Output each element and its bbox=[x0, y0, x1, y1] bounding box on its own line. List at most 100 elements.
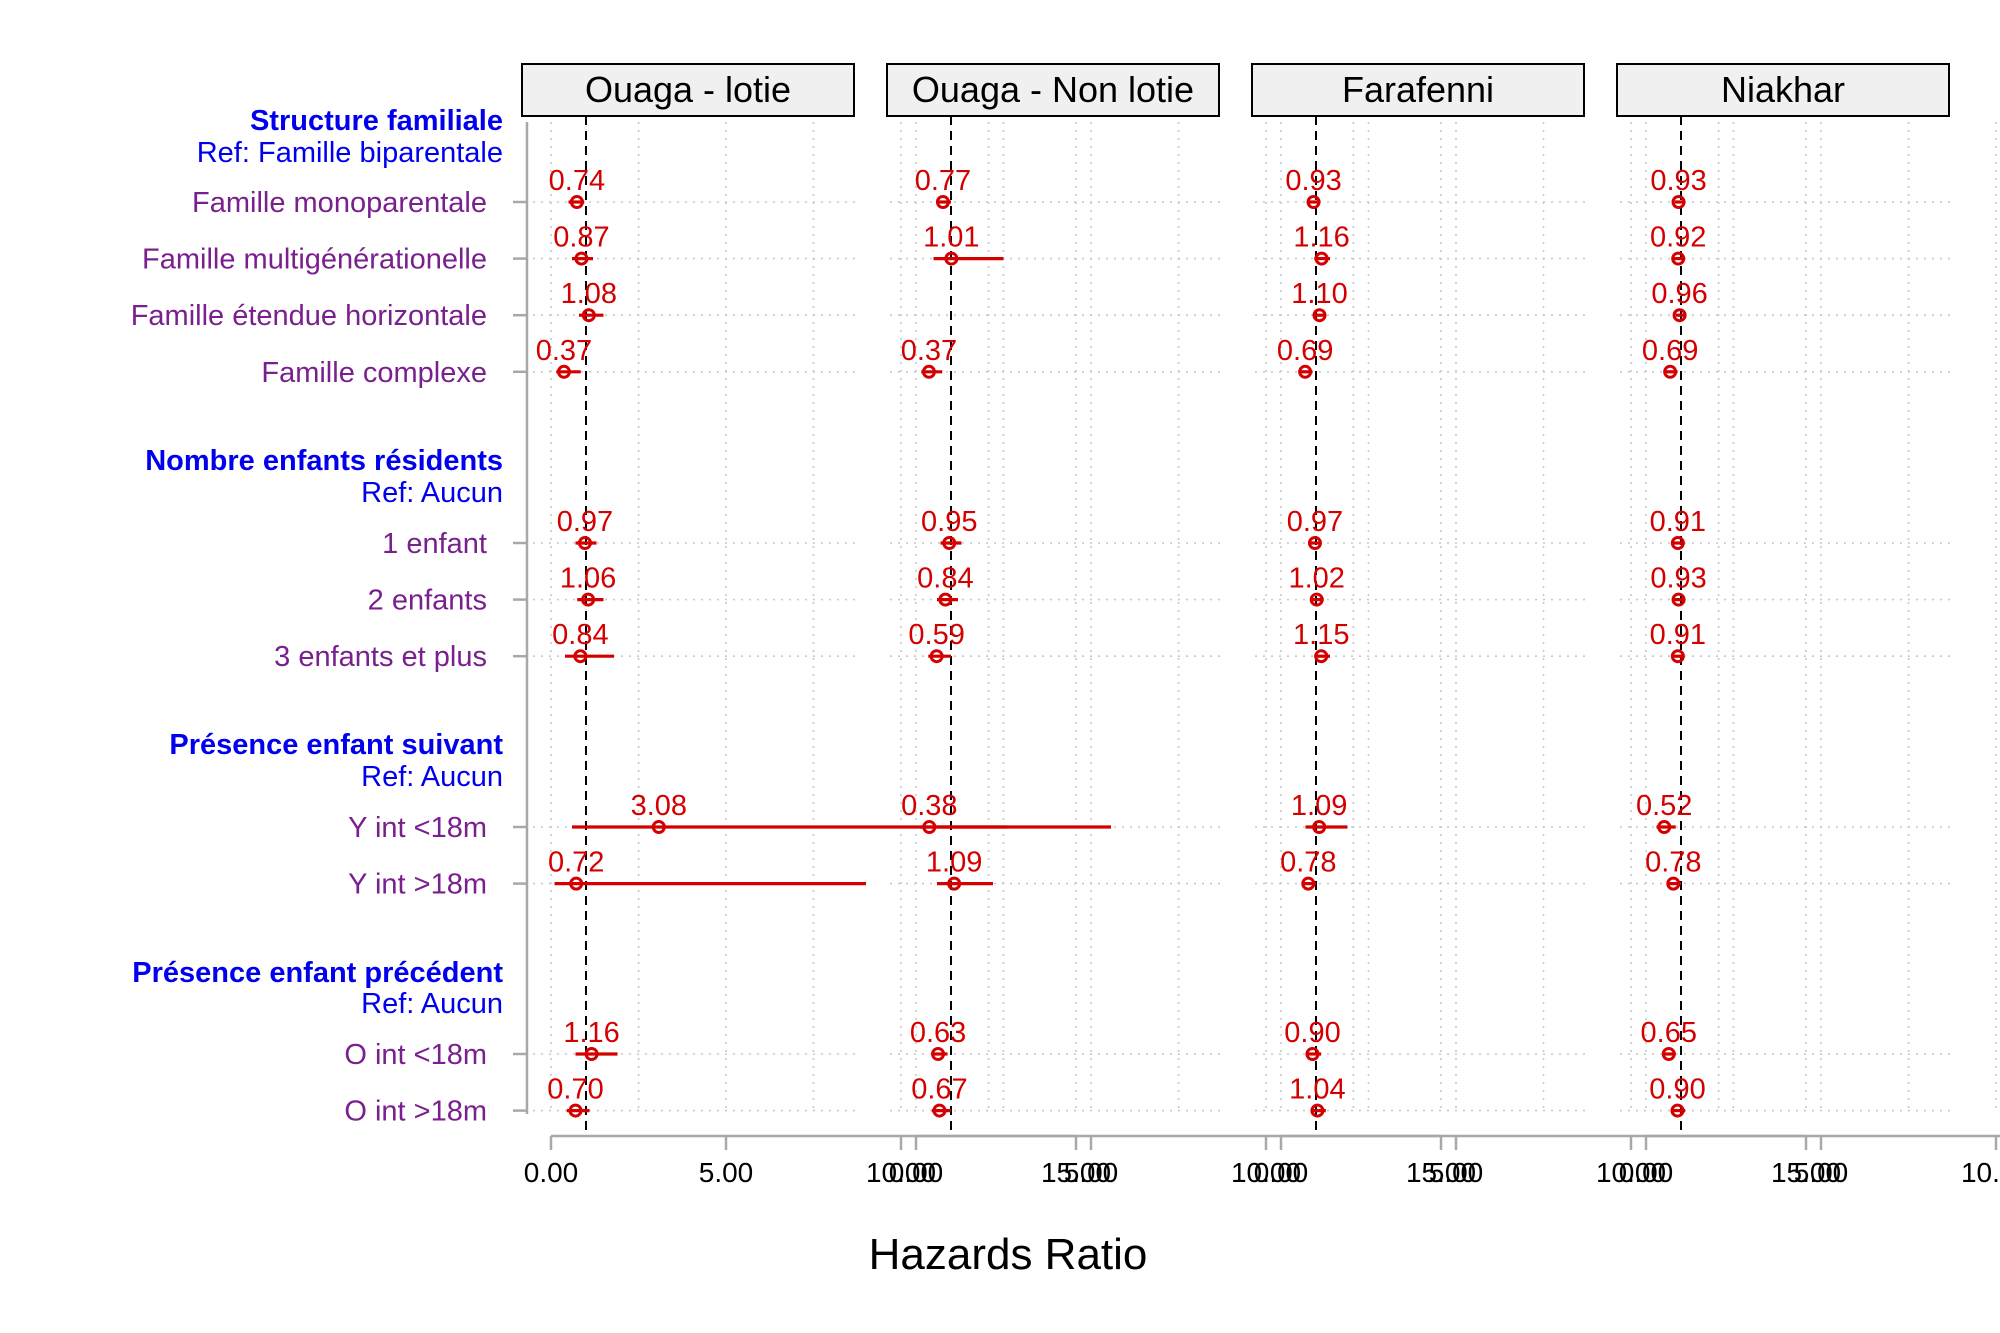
reference-lines bbox=[585, 116, 1682, 1135]
hazard-ratio-point bbox=[581, 308, 596, 323]
x-axis-title: Hazards Ratio bbox=[869, 1230, 1148, 1279]
hazard-ratio-point bbox=[1666, 876, 1681, 891]
hazard-ratio-label: 0.69 bbox=[1642, 335, 1698, 367]
x-tick-label: 0.00 bbox=[524, 1157, 579, 1188]
hazard-ratio-label: 1.01 bbox=[923, 222, 979, 254]
hazard-ratio-label: 0.63 bbox=[910, 1017, 966, 1049]
hazard-ratio-point bbox=[942, 536, 957, 550]
x-tick-label: 5.00 bbox=[1064, 1157, 1119, 1188]
row-label: 2 enfants bbox=[368, 585, 487, 617]
hazard-ratio-label: 0.52 bbox=[1636, 790, 1692, 822]
hazard-ratio-label: 0.65 bbox=[1641, 1017, 1697, 1049]
hazard-ratio-point bbox=[573, 649, 588, 664]
hazard-ratio-label: 0.77 bbox=[915, 165, 971, 197]
hazard-ratio-point bbox=[574, 251, 589, 266]
hazard-ratio-point bbox=[1670, 536, 1685, 550]
hazard-ratio-label: 0.96 bbox=[1651, 278, 1707, 310]
group-title: Nombre enfants résidents bbox=[145, 445, 503, 477]
panel-title-2: Ouaga - Non lotie bbox=[912, 69, 1194, 110]
hazard-ratio-point bbox=[1306, 195, 1321, 209]
hazard-ratio-label: 0.67 bbox=[911, 1074, 967, 1106]
hazard-ratio-point bbox=[1671, 195, 1686, 209]
hazard-ratio-label: 0.37 bbox=[901, 335, 957, 367]
hazard-ratio-point bbox=[929, 649, 944, 664]
x-tick-label: 0.00 bbox=[1619, 1157, 1674, 1188]
x-tick-label: 10.00 bbox=[1596, 1157, 1666, 1188]
hazard-ratio-point bbox=[935, 195, 950, 209]
hazard-ratio-label: 1.02 bbox=[1288, 563, 1344, 595]
panel-title-3: Farafenni bbox=[1342, 69, 1494, 110]
group-title: Présence enfant suivant bbox=[169, 729, 503, 761]
hazard-ratio-label: 0.95 bbox=[921, 506, 977, 538]
group-title: Présence enfant précédent bbox=[132, 957, 503, 989]
row-label: O int >18m bbox=[344, 1096, 487, 1128]
hazard-ratio-label: 0.59 bbox=[908, 619, 964, 651]
row-label: 3 enfants et plus bbox=[274, 641, 487, 673]
hazard-ratio-point bbox=[1657, 820, 1672, 834]
hazard-ratio-label: 1.16 bbox=[1293, 222, 1349, 254]
hazard-ratio-point bbox=[577, 536, 592, 550]
hazard-ratio-point bbox=[1671, 592, 1686, 607]
hazard-ratio-point bbox=[581, 592, 596, 607]
hazard-ratio-label: 1.16 bbox=[563, 1017, 619, 1049]
hazard-ratio-point bbox=[931, 1047, 946, 1061]
group-reference: Ref: Famille biparentale bbox=[197, 137, 503, 169]
row-label: Famille complexe bbox=[261, 357, 487, 389]
x-tick-label: 15.00 bbox=[1041, 1157, 1111, 1188]
hazard-ratio-label: 0.97 bbox=[557, 506, 613, 538]
hazard-ratio-point bbox=[944, 251, 959, 266]
x-tick-label: 15.00 bbox=[1406, 1157, 1476, 1188]
panel-strip-2 bbox=[886, 63, 1220, 117]
group-reference: Ref: Aucun bbox=[361, 988, 503, 1020]
hazard-ratio-label: 0.90 bbox=[1649, 1074, 1705, 1106]
hazard-ratio-label: 1.04 bbox=[1289, 1074, 1345, 1106]
hazard-ratio-label: 0.93 bbox=[1650, 563, 1706, 595]
hazard-ratio-point bbox=[932, 1103, 947, 1118]
x-tick-label: 5.00 bbox=[1794, 1157, 1849, 1188]
x-tick-label: 5.00 bbox=[699, 1157, 754, 1188]
hazard-ratio-point bbox=[1671, 251, 1686, 266]
panel-title-4: Niakhar bbox=[1721, 69, 1845, 110]
hazard-ratio-label: 0.78 bbox=[1645, 847, 1701, 879]
x-tick-label: 0.00 bbox=[1254, 1157, 1309, 1188]
hazard-ratio-point bbox=[1307, 536, 1322, 550]
x-tick-label: 10.00 bbox=[1231, 1157, 1301, 1188]
hazard-ratio-point bbox=[1298, 364, 1313, 379]
hazard-ratio-point bbox=[556, 364, 571, 379]
panel-strips: Ouaga - lotie Ouaga - Non lotie Farafenni N… bbox=[521, 63, 1950, 117]
hazard-ratio-point bbox=[1310, 1103, 1325, 1118]
hazard-ratio-label: 0.91 bbox=[1650, 619, 1706, 651]
hazard-ratio-label: 0.91 bbox=[1650, 506, 1706, 538]
row-label: Famille monoparentale bbox=[192, 187, 487, 219]
hazard-ratio-label: 0.97 bbox=[1287, 506, 1343, 538]
row-label: Y int >18m bbox=[348, 869, 487, 901]
hazard-ratio-label: 0.70 bbox=[547, 1074, 603, 1106]
hazard-ratio-point bbox=[1670, 1103, 1685, 1118]
hazard-ratio-point bbox=[1661, 1047, 1676, 1061]
hazard-ratio-point bbox=[1312, 820, 1327, 834]
hazard-ratio-point bbox=[1314, 649, 1329, 664]
row-label: 1 enfant bbox=[382, 528, 487, 560]
x-tick-label: 0.00 bbox=[889, 1157, 944, 1188]
hazard-ratio-point bbox=[938, 592, 953, 607]
x-axes: 0.00 5.00 10.00 15.00 0.00 5.00 10.00 15.00 0.00… bbox=[513, 122, 2000, 1188]
estimates: 0.74 0.77 0.93 0.93 0.87 1.01 1.16 0.92 1.08 1.10… bbox=[536, 165, 1708, 1118]
hazard-ratio-label: 0.37 bbox=[536, 335, 592, 367]
hazard-ratio-point bbox=[921, 364, 936, 379]
panel-title-1: Ouaga - lotie bbox=[585, 69, 791, 110]
row-label: Famille multigénérationelle bbox=[142, 244, 487, 276]
hazard-ratio-point bbox=[1305, 1047, 1320, 1061]
hazard-ratio-label: 0.93 bbox=[1650, 165, 1706, 197]
x-tick-label: 5.00 bbox=[1429, 1157, 1484, 1188]
group-reference: Ref: Aucun bbox=[361, 477, 503, 509]
panel-strip-3 bbox=[1251, 63, 1585, 117]
row-label: O int <18m bbox=[344, 1039, 487, 1071]
panel-strip-4 bbox=[1616, 63, 1950, 117]
hazard-ratio-label: 1.15 bbox=[1293, 619, 1349, 651]
hazard-ratio-point bbox=[569, 195, 584, 209]
hazard-ratio-label: 0.74 bbox=[549, 165, 605, 197]
hazard-ratio-label: 1.09 bbox=[926, 847, 982, 879]
hazard-ratio-label: 0.78 bbox=[1280, 847, 1336, 879]
group-title: Structure familiale bbox=[250, 105, 503, 137]
